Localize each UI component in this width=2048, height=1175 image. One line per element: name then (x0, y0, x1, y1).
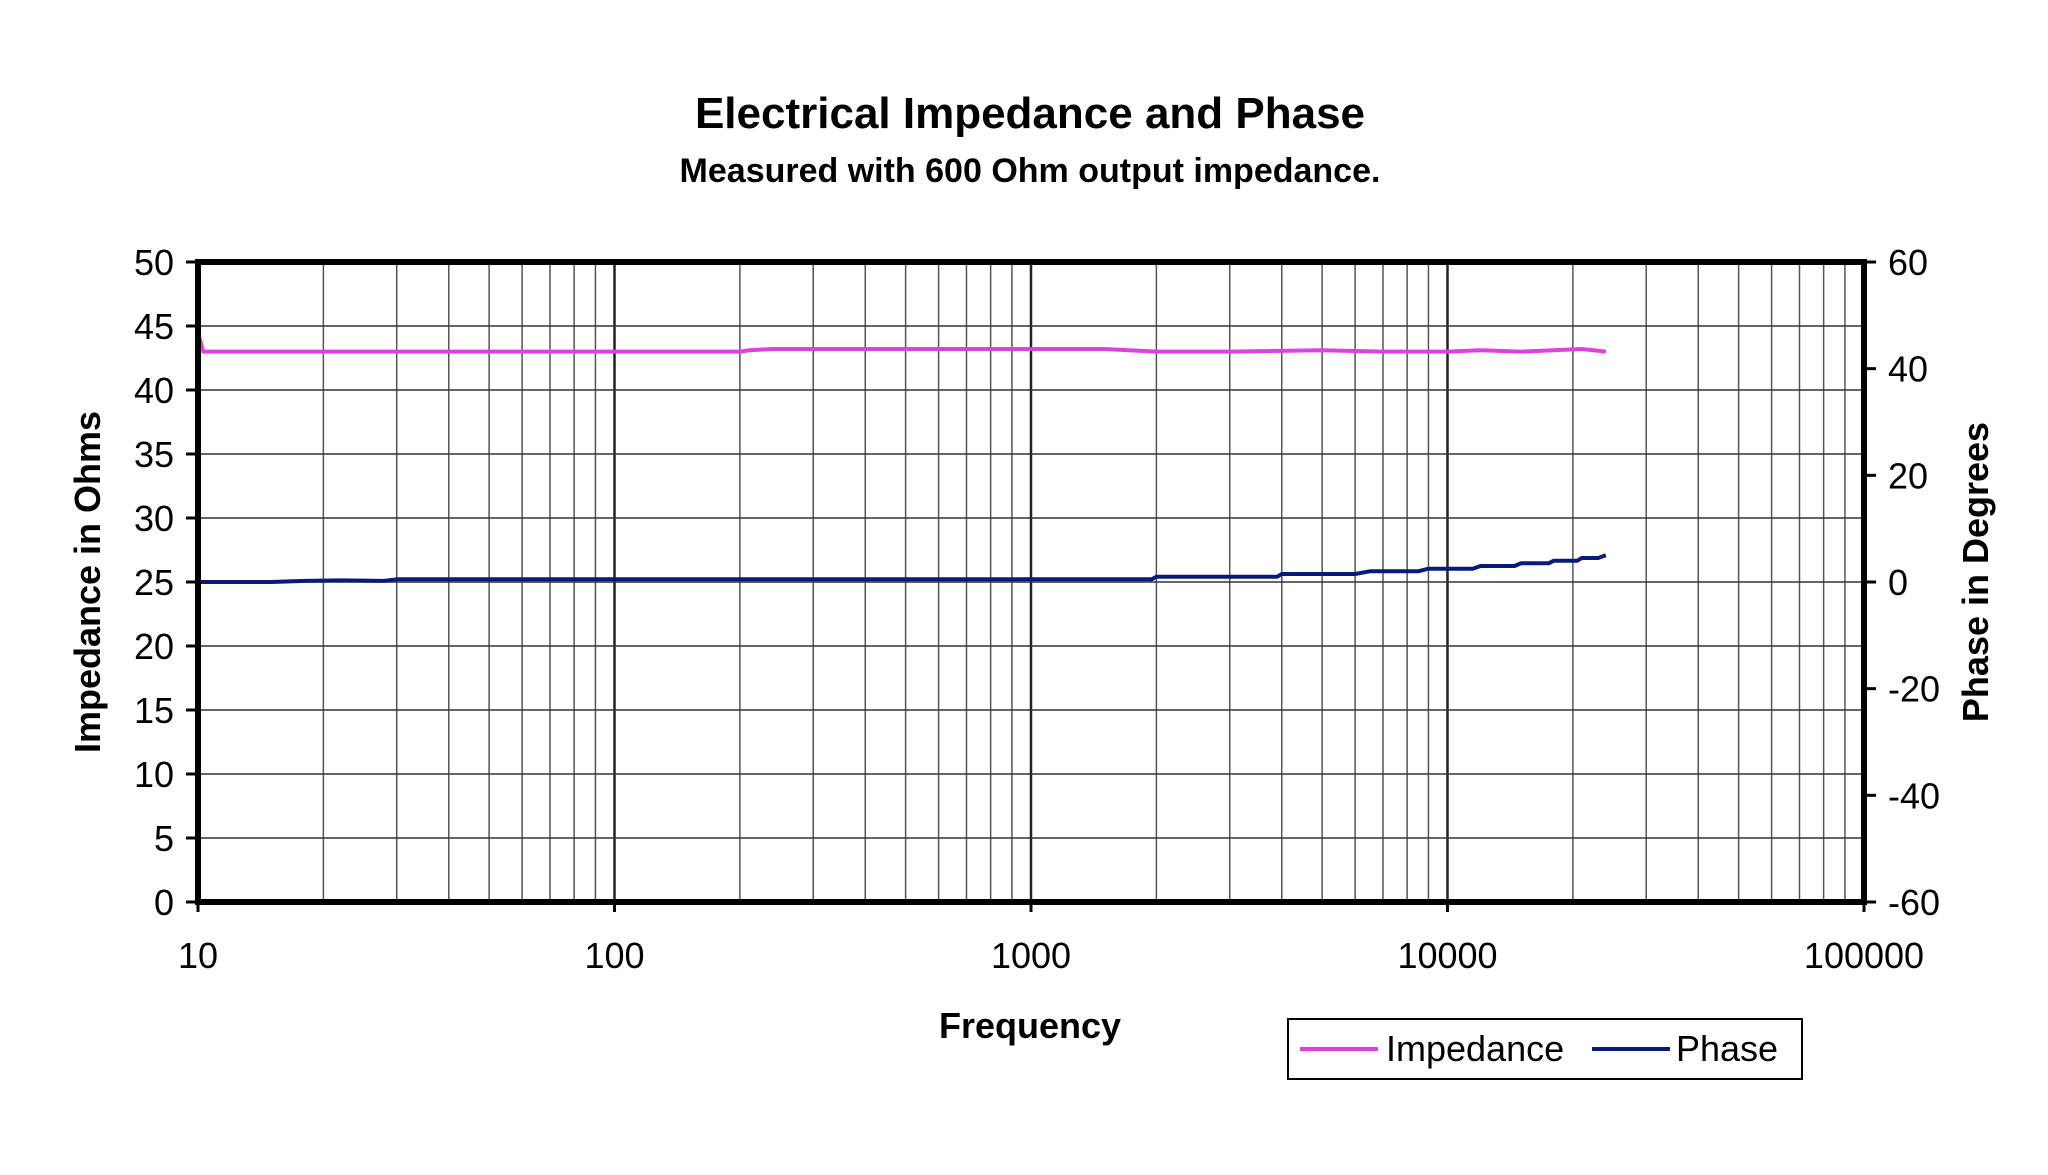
chart-subtitle: Measured with 600 Ohm output impedance. (680, 152, 1381, 190)
x-tick-label: 10 (178, 935, 218, 976)
x-axis-label: Frequency (939, 1005, 1121, 1046)
legend-label-impedance: Impedance (1386, 1028, 1564, 1069)
y-tick-label: 25 (134, 562, 174, 603)
y2-axis-label: Phase in Degrees (1955, 422, 1996, 722)
legend-box (1287, 1018, 1803, 1080)
y2-tick-label: -20 (1888, 669, 1940, 710)
y-tick-label: 30 (134, 498, 174, 539)
tick-labels: 0 5 10 15 20 25 30 35 40 45 50 -60 -40 -20 0 20 40 60 10 10… (134, 242, 1940, 976)
x-tick-label: 1000 (991, 935, 1071, 976)
y-tick-label: 35 (134, 434, 174, 475)
x-tick-label: 100000 (1804, 935, 1924, 976)
y-tick-label: 20 (134, 626, 174, 667)
chart-title: Electrical Impedance and Phase (695, 89, 1365, 138)
legend: Impedance Phase (1287, 1018, 1803, 1080)
y-tick-label: 45 (134, 306, 174, 347)
series-line-impedance (196, 331, 1607, 354)
y-axis-label: Impedance in Ohms (67, 411, 108, 753)
y2-tick-label: -40 (1888, 775, 1940, 816)
y2-tick-label: 20 (1888, 455, 1928, 496)
y-tick-label: 0 (154, 882, 174, 923)
grid (198, 261, 1864, 903)
y2-tick-label: 0 (1888, 562, 1908, 603)
y-tick-label: 15 (134, 690, 174, 731)
y-tick-label: 10 (134, 754, 174, 795)
y2-tick-label: -60 (1888, 882, 1940, 923)
y-tick-label: 50 (134, 242, 174, 283)
y2-tick-label: 60 (1888, 242, 1928, 283)
legend-label-phase: Phase (1676, 1028, 1778, 1069)
series-line-phase (198, 553, 1607, 584)
y2-tick-label: 40 (1888, 349, 1928, 390)
y-tick-label: 5 (154, 818, 174, 859)
series-group (196, 331, 1607, 584)
y-tick-label: 40 (134, 370, 174, 411)
x-tick-label: 10000 (1397, 935, 1497, 976)
x-tick-label: 100 (584, 935, 644, 976)
